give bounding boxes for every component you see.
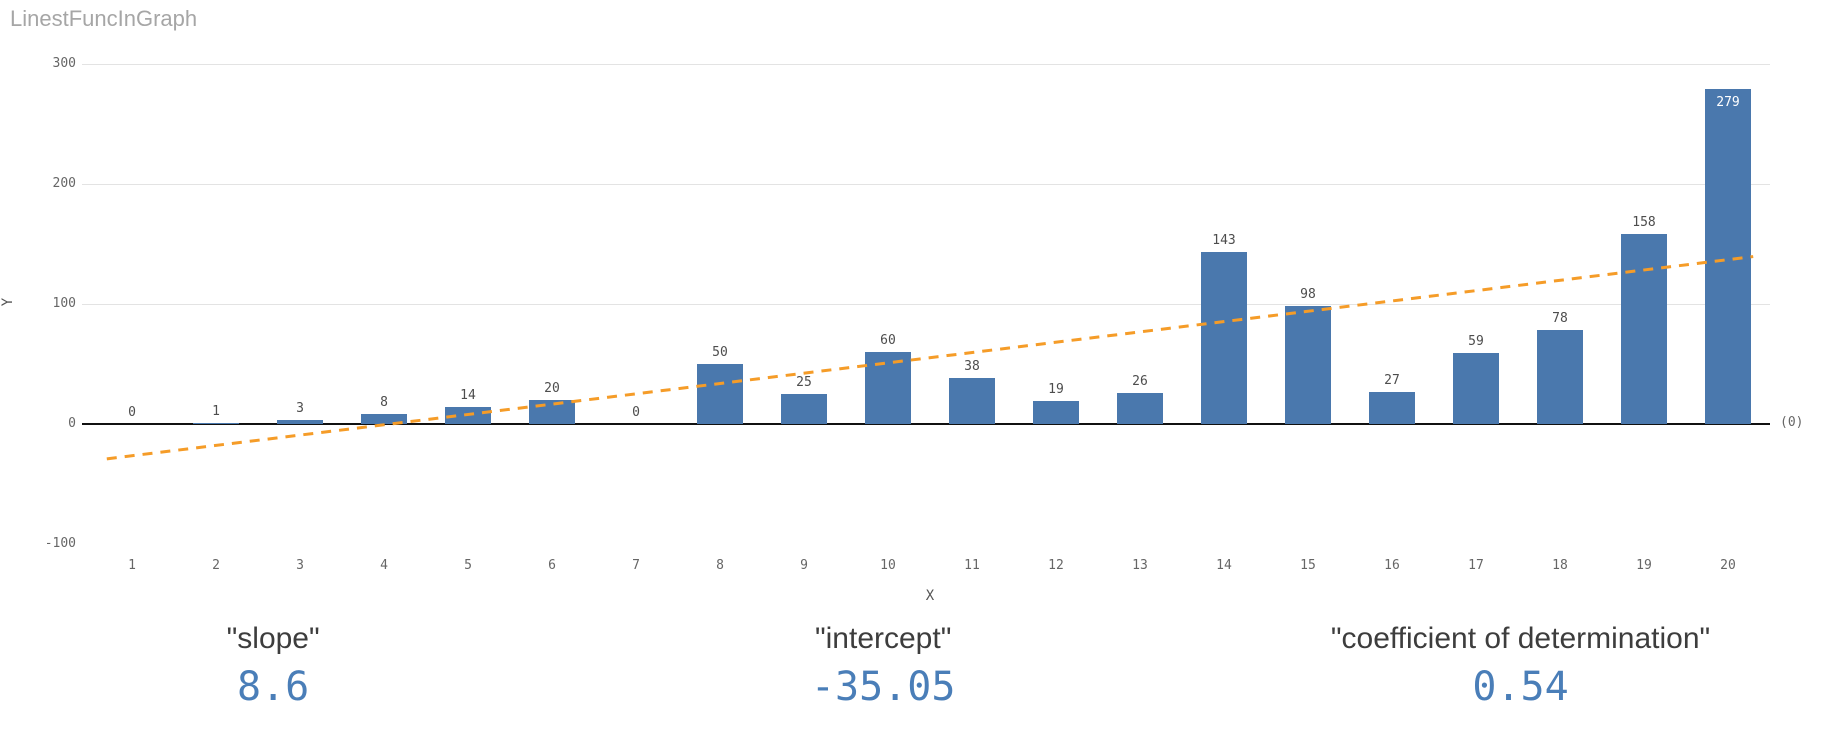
- y-tick-label: 300: [52, 56, 76, 71]
- x-tick-label: 13: [1132, 558, 1148, 573]
- x-tick-label: 20: [1720, 558, 1736, 573]
- bar-value-label: 143: [1212, 233, 1236, 249]
- x-tick-label: 2: [212, 558, 220, 573]
- x-tick-label: 15: [1300, 558, 1316, 573]
- x-tick-label: 9: [800, 558, 808, 573]
- bar-value-label: 19: [1048, 382, 1064, 398]
- bar[interactable]: [949, 378, 995, 424]
- x-tick-label: 8: [716, 558, 724, 573]
- trend-line-segment: [106, 255, 1754, 461]
- x-tick-label: 5: [464, 558, 472, 573]
- bar[interactable]: [193, 422, 239, 424]
- x-tick-label: 12: [1048, 558, 1064, 573]
- y-tick-label: 200: [52, 176, 76, 191]
- x-tick-label: 14: [1216, 558, 1232, 573]
- bar-value-label: 78: [1552, 311, 1568, 327]
- gridline: [82, 304, 1770, 305]
- bar[interactable]: [781, 394, 827, 424]
- gridline: [82, 64, 1770, 65]
- bar[interactable]: [1285, 306, 1331, 424]
- trend-line: [106, 255, 1754, 461]
- bar-value-label: 158: [1632, 215, 1656, 231]
- bar[interactable]: [697, 364, 743, 424]
- x-tick-label: 10: [880, 558, 896, 573]
- bar-value-label: 1: [212, 403, 220, 419]
- y-tick-label: 0: [68, 416, 76, 431]
- bar-value-label: 0: [632, 405, 640, 420]
- kpi-r-squared-value: 0.54: [1472, 664, 1569, 710]
- bar-value-label: 0: [128, 405, 136, 420]
- bar-value-label: 38: [964, 359, 980, 375]
- bar-value-label: 8: [380, 395, 388, 411]
- bar[interactable]: [1201, 252, 1247, 424]
- bar-value-label: 3: [296, 401, 304, 417]
- x-tick-label: 7: [632, 558, 640, 573]
- y-axis-title: Y: [0, 297, 17, 307]
- y-tick-label: -100: [44, 536, 76, 551]
- bar[interactable]: [1621, 234, 1667, 424]
- y-tick-label: 100: [52, 296, 76, 311]
- bar-value-label: 279: [1716, 95, 1740, 111]
- bar[interactable]: [1453, 353, 1499, 424]
- x-tick-label: 11: [964, 558, 980, 573]
- bar[interactable]: [277, 420, 323, 424]
- bar-value-label: 20: [544, 381, 560, 396]
- kpi-intercept-value: -35.05: [810, 664, 956, 710]
- bar[interactable]: [1033, 401, 1079, 424]
- bar-value-label: 59: [1468, 334, 1484, 350]
- bar-value-label: 98: [1300, 287, 1316, 303]
- bar-value-label: 60: [880, 333, 896, 348]
- bar[interactable]: [865, 352, 911, 424]
- x-tick-label: 6: [548, 558, 556, 573]
- bar[interactable]: [529, 400, 575, 424]
- bar[interactable]: [361, 414, 407, 424]
- x-tick-label: 19: [1636, 558, 1652, 573]
- x-tick-label: 4: [380, 558, 388, 573]
- bar[interactable]: [1705, 89, 1751, 424]
- zero-axis-line: [82, 423, 1770, 425]
- kpi-intercept: "intercept" -35.05: [546, 622, 1220, 710]
- bar[interactable]: [1117, 392, 1163, 424]
- x-tick-label: 3: [296, 558, 304, 573]
- bar-value-label: 26: [1132, 373, 1148, 389]
- kpi-slope-label: "slope": [226, 622, 320, 655]
- kpi-row: "slope" 8.6 "intercept" -35.05 "coeffici…: [0, 622, 1821, 710]
- kpi-intercept-label: "intercept": [814, 622, 952, 655]
- x-tick-label: 16: [1384, 558, 1400, 573]
- bar[interactable]: [1537, 330, 1583, 424]
- x-tick-label: 18: [1552, 558, 1568, 573]
- kpi-r-squared-label: "coefficient of determination": [1330, 622, 1711, 655]
- bar-value-label: 25: [796, 375, 812, 390]
- bar-value-label: 50: [712, 345, 728, 360]
- bar-value-label: 27: [1384, 372, 1400, 388]
- kpi-r-squared: "coefficient of determination" 0.54: [1220, 622, 1821, 710]
- chart-title: LinestFuncInGraph: [10, 6, 198, 31]
- right-axis-label: (0): [1780, 415, 1804, 430]
- gridline: [82, 184, 1770, 185]
- x-tick-label: 17: [1468, 558, 1484, 573]
- kpi-slope-value: 8.6: [237, 664, 310, 710]
- kpi-slope: "slope" 8.6: [0, 622, 546, 710]
- bar[interactable]: [1369, 391, 1415, 424]
- x-tick-label: 1: [128, 558, 136, 573]
- x-axis-title: X: [925, 588, 935, 604]
- bar-value-label: 14: [460, 388, 476, 404]
